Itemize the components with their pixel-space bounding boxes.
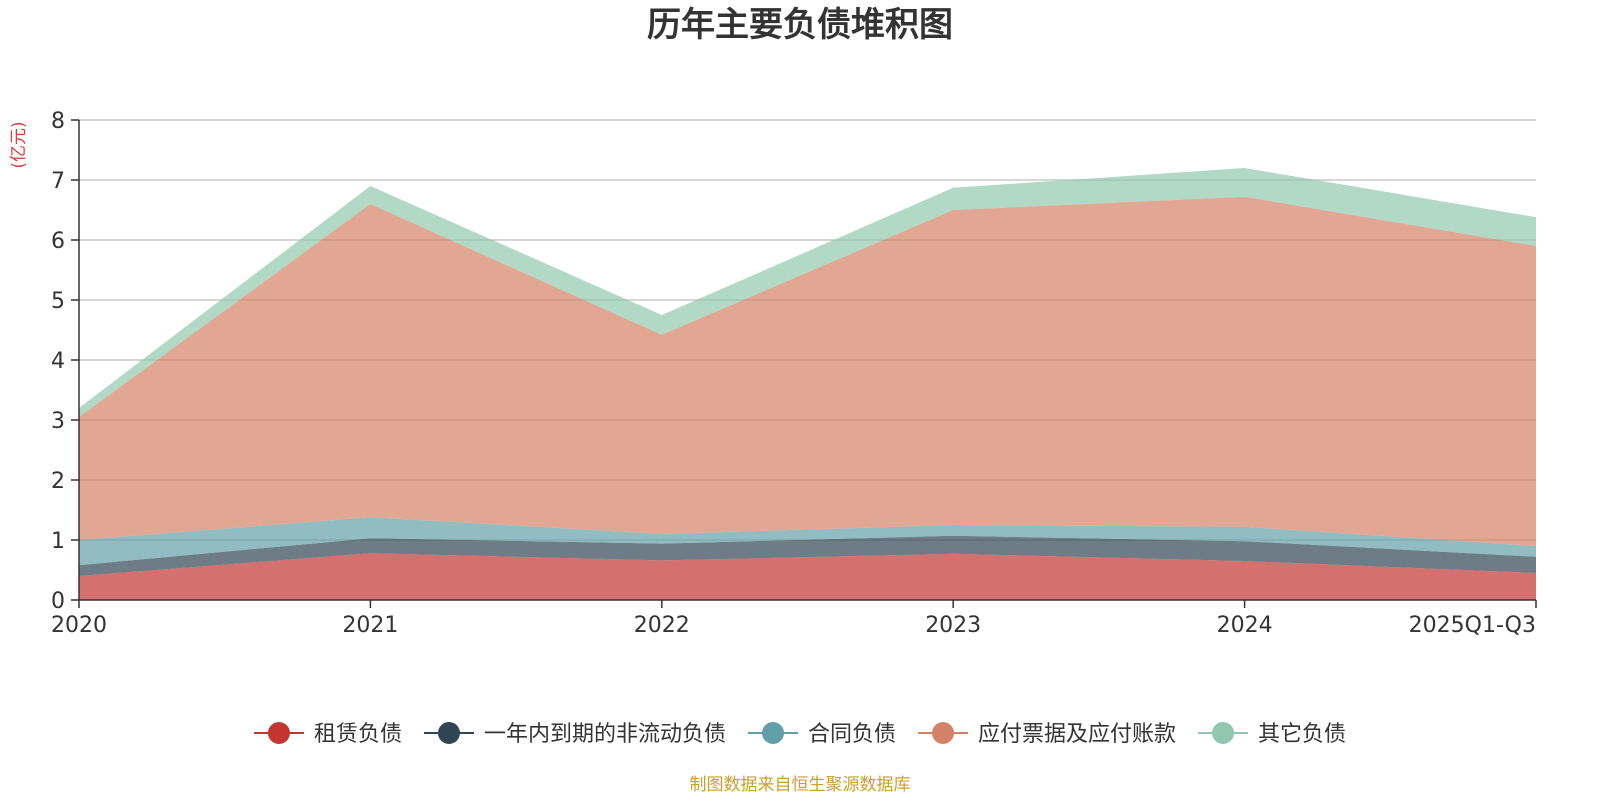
- x-tick-label-5: 2025Q1-Q3: [1409, 613, 1536, 638]
- legend-label-1: 一年内到期的非流动负债: [484, 722, 726, 747]
- y-axis-unit-label: (亿元): [9, 121, 29, 168]
- area-series-2: [79, 517, 1536, 566]
- x-tick-label-4: 2024: [1217, 613, 1273, 638]
- y-tick-label-1: 1: [51, 529, 65, 554]
- legend: 租赁负债 一年内到期的非流动负债 合同负债 应付票据及应付账款 其它负债: [253, 722, 1346, 747]
- area-series-group: [79, 168, 1536, 600]
- y-tick-label-3: 3: [51, 409, 65, 434]
- y-tick-label-7: 7: [51, 169, 65, 194]
- legend-marker-1: [437, 722, 460, 744]
- y-tick-labels: 0 1 2 3 4 5 6 7 8: [51, 109, 79, 614]
- legend-marker-2: [761, 722, 784, 744]
- y-tick-label-8: 8: [51, 109, 65, 134]
- x-tick-label-1: 2021: [342, 613, 398, 638]
- legend-item-2[interactable]: 合同负债: [747, 722, 896, 747]
- area-series-0: [79, 553, 1536, 600]
- legend-label-4: 其它负债: [1258, 722, 1346, 747]
- area-series-1: [79, 535, 1536, 576]
- legend-item-4[interactable]: 其它负债: [1198, 722, 1346, 747]
- y-tick-label-4: 4: [51, 349, 65, 374]
- y-tick-label-0: 0: [51, 589, 65, 614]
- legend-label-2: 合同负债: [808, 722, 896, 747]
- legend-item-1[interactable]: 一年内到期的非流动负债: [423, 722, 726, 747]
- x-tick-labels: 2020 2021 2022 2023 2024 2025Q1-Q3: [51, 600, 1537, 638]
- area-series-3: [79, 196, 1536, 547]
- legend-marker-4: [1212, 722, 1235, 744]
- y-tick-label-5: 5: [51, 289, 65, 314]
- legend-marker-3: [932, 722, 955, 744]
- chart-title: 历年主要负债堆积图: [647, 5, 953, 45]
- legend-marker-0: [267, 722, 290, 744]
- legend-label-3: 应付票据及应付账款: [978, 722, 1176, 747]
- x-tick-label-3: 2023: [925, 613, 981, 638]
- y-tick-label-2: 2: [51, 469, 65, 494]
- source-note: 制图数据来自恒生聚源数据库: [690, 775, 911, 795]
- legend-item-3[interactable]: 应付票据及应付账款: [918, 722, 1176, 747]
- y-tick-label-6: 6: [51, 229, 65, 254]
- x-tick-label-2: 2022: [634, 613, 690, 638]
- area-series-4: [79, 168, 1536, 417]
- legend-label-0: 租赁负债: [314, 722, 402, 747]
- x-tick-label-0: 2020: [51, 613, 107, 638]
- legend-item-0[interactable]: 租赁负债: [253, 722, 402, 747]
